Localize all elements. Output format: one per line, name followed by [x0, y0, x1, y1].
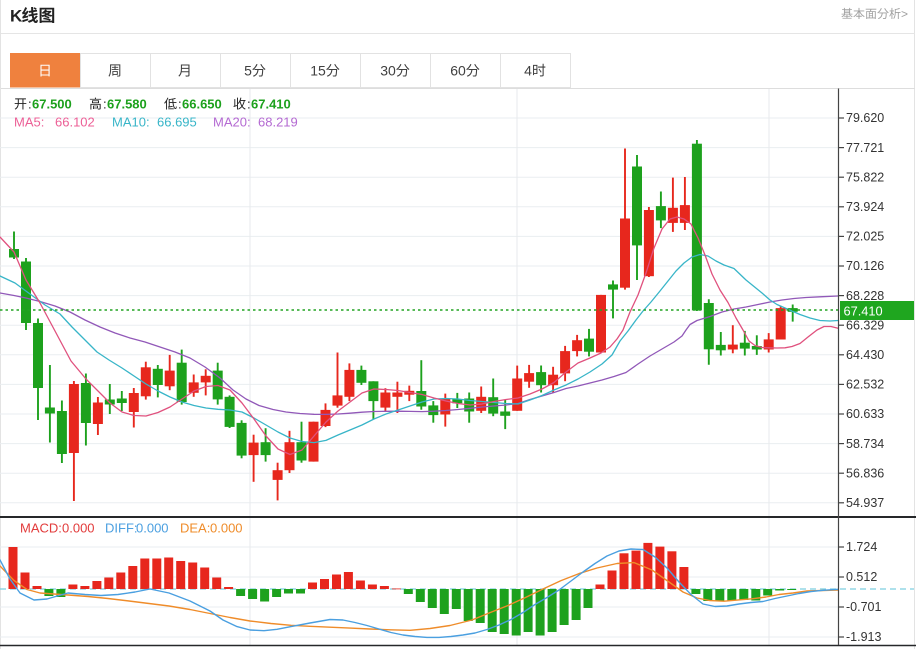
svg-text:79.620: 79.620 [846, 111, 884, 125]
svg-text:77.721: 77.721 [846, 141, 884, 155]
svg-text:56.836: 56.836 [846, 466, 884, 480]
svg-text:67.500: 67.500 [32, 97, 72, 112]
svg-text:66.695: 66.695 [157, 115, 197, 130]
svg-text:DIFF:: DIFF: [105, 521, 138, 536]
svg-text:K: K [10, 7, 23, 26]
svg-text:66.650: 66.650 [182, 97, 222, 112]
svg-text:58.734: 58.734 [846, 437, 884, 451]
svg-text:64.430: 64.430 [846, 348, 884, 362]
svg-text:0: 0 [458, 63, 466, 79]
svg-text:4: 4 [524, 63, 532, 79]
svg-text:73.924: 73.924 [846, 200, 884, 214]
svg-text:-1.913: -1.913 [846, 630, 881, 644]
svg-text:60.633: 60.633 [846, 407, 884, 421]
svg-text:0.000: 0.000 [210, 521, 243, 536]
svg-text:0.000: 0.000 [136, 521, 169, 536]
svg-text:68.219: 68.219 [258, 115, 298, 130]
svg-text:3: 3 [380, 63, 388, 79]
svg-text::: : [178, 97, 182, 112]
svg-text:6: 6 [450, 63, 458, 79]
svg-text:62.532: 62.532 [846, 378, 884, 392]
svg-text:1: 1 [310, 63, 318, 79]
svg-text:-0.701: -0.701 [846, 600, 881, 614]
svg-text:66.329: 66.329 [846, 318, 884, 332]
svg-text:66.102: 66.102 [55, 115, 95, 130]
svg-text:DEA:: DEA: [180, 521, 210, 536]
svg-text:72.025: 72.025 [846, 230, 884, 244]
svg-text::: : [28, 97, 32, 112]
svg-text:68.228: 68.228 [846, 289, 884, 303]
svg-text:67.580: 67.580 [107, 97, 147, 112]
svg-text:MA5:: MA5: [14, 115, 44, 130]
svg-text:1.724: 1.724 [846, 540, 877, 554]
svg-text::: : [103, 97, 107, 112]
svg-text:67.410: 67.410 [251, 97, 291, 112]
svg-text:67.410: 67.410 [844, 304, 883, 319]
svg-text:5: 5 [318, 63, 326, 79]
svg-text:MACD:: MACD: [20, 521, 62, 536]
svg-text:0: 0 [388, 63, 396, 79]
svg-text::: : [247, 97, 251, 112]
svg-text:54.937: 54.937 [846, 496, 884, 510]
svg-text:MA10:: MA10: [112, 115, 150, 130]
svg-text:70.126: 70.126 [846, 259, 884, 273]
svg-text:MA20:: MA20: [213, 115, 251, 130]
svg-text:>: > [901, 7, 908, 21]
svg-text:5: 5 [244, 63, 252, 79]
svg-text:75.822: 75.822 [846, 170, 884, 184]
svg-text:0.512: 0.512 [846, 570, 877, 584]
svg-text:0.000: 0.000 [62, 521, 95, 536]
